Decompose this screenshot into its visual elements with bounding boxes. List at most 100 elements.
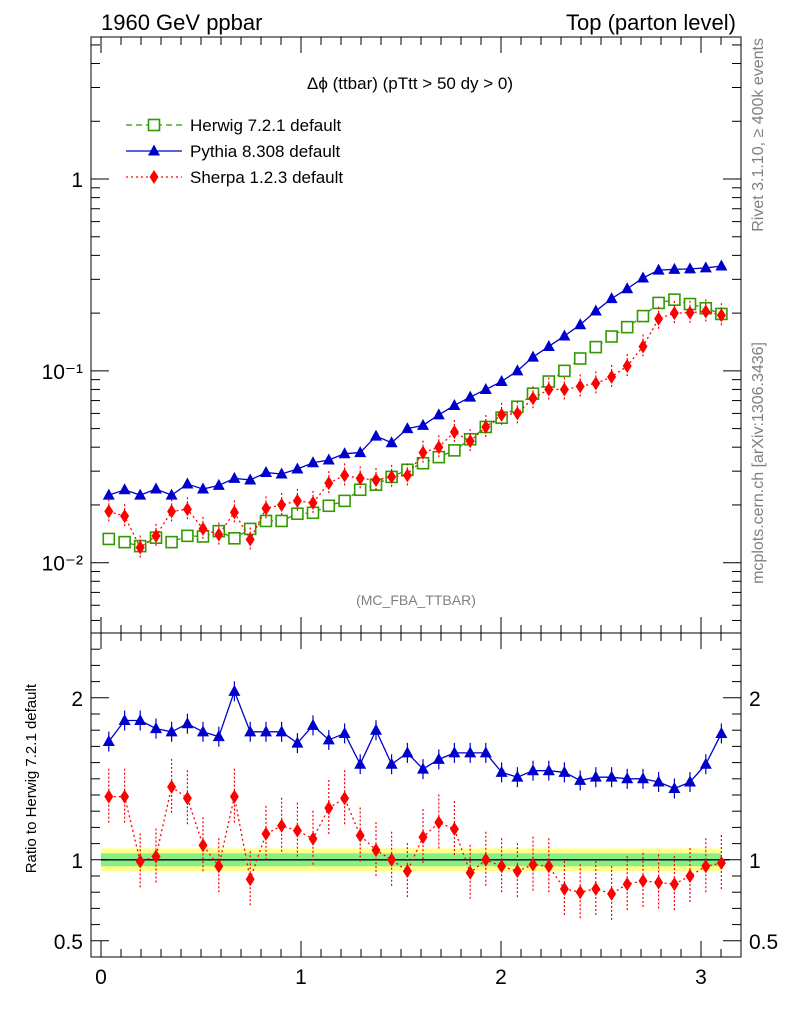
data-point bbox=[432, 752, 445, 764]
data-point bbox=[417, 418, 429, 430]
xtick-label: 1 bbox=[295, 966, 307, 989]
data-point bbox=[481, 419, 491, 434]
rivet-label: Rivet 3.1.10, ≥ 400k events bbox=[750, 38, 767, 232]
ratio-ylabel: Ratio to Herwig 7.2.1 default bbox=[23, 683, 40, 873]
data-point bbox=[668, 262, 681, 274]
main-ytick-label: 10⁻² bbox=[42, 553, 83, 576]
main-ytick-label: 10⁻¹ bbox=[42, 361, 83, 384]
data-point bbox=[559, 881, 569, 896]
data-point bbox=[214, 859, 224, 874]
data-point bbox=[371, 843, 381, 858]
data-point bbox=[699, 757, 712, 769]
legend-marker bbox=[149, 170, 159, 184]
data-point bbox=[102, 735, 115, 747]
data-point bbox=[214, 527, 224, 542]
header-right: Top (parton level) bbox=[566, 10, 736, 35]
data-point bbox=[275, 725, 288, 737]
data-point bbox=[621, 282, 634, 294]
data-point bbox=[104, 504, 114, 519]
data-point bbox=[354, 446, 367, 458]
data-point bbox=[495, 765, 508, 777]
data-point bbox=[340, 468, 350, 483]
plot-title: Δϕ (ttbar) (pTtt > 50 dy > 0) bbox=[307, 74, 513, 93]
series-line bbox=[108, 299, 722, 547]
data-point bbox=[291, 507, 304, 521]
data-point bbox=[654, 311, 664, 326]
data-point bbox=[340, 791, 350, 806]
data-point bbox=[591, 376, 601, 391]
data-point bbox=[542, 764, 555, 776]
series-line bbox=[108, 310, 722, 549]
data-point bbox=[589, 304, 602, 316]
data-point bbox=[402, 468, 412, 483]
data-point bbox=[401, 422, 414, 434]
data-point bbox=[182, 502, 192, 517]
data-point bbox=[511, 364, 524, 376]
data-point bbox=[118, 483, 131, 495]
data-point bbox=[638, 339, 648, 354]
data-point bbox=[244, 473, 257, 485]
main-panel: 10⁻²10⁻¹1 Δϕ (ttbar) (pTtt > 50 dy > 0) … bbox=[42, 36, 742, 634]
data-point bbox=[228, 684, 241, 696]
ratio-series bbox=[102, 681, 728, 922]
data-point bbox=[479, 382, 492, 394]
data-point bbox=[292, 823, 302, 838]
data-point bbox=[575, 885, 585, 900]
data-point bbox=[181, 529, 194, 543]
data-point bbox=[652, 775, 665, 787]
ratio-ytick-label-right: 2 bbox=[749, 688, 761, 711]
data-point bbox=[229, 505, 239, 520]
xtick-label: 3 bbox=[695, 966, 707, 989]
data-point bbox=[244, 725, 257, 737]
data-point bbox=[260, 466, 272, 478]
data-point bbox=[165, 488, 178, 500]
data-point bbox=[275, 514, 288, 528]
data-point bbox=[275, 467, 288, 479]
data-point bbox=[245, 532, 255, 547]
series-filled-diamond bbox=[104, 299, 726, 560]
data-point bbox=[715, 259, 728, 271]
data-point bbox=[322, 733, 335, 745]
data-point bbox=[636, 309, 650, 323]
data-point bbox=[324, 476, 334, 491]
data-point bbox=[465, 434, 475, 449]
data-point bbox=[716, 308, 726, 323]
xtick-label: 0 bbox=[95, 966, 107, 989]
legend-label: Sherpa 1.2.3 default bbox=[190, 168, 343, 187]
data-point bbox=[434, 815, 444, 830]
data-point bbox=[150, 482, 162, 494]
data-point bbox=[165, 725, 178, 737]
data-point bbox=[277, 818, 287, 833]
series-filled-triangle bbox=[102, 259, 728, 500]
data-point bbox=[511, 770, 524, 782]
data-point bbox=[197, 482, 209, 494]
data-point bbox=[432, 408, 445, 420]
ratio-line bbox=[108, 689, 722, 790]
data-point bbox=[260, 725, 272, 737]
xtick-label: 2 bbox=[495, 966, 507, 989]
data-point bbox=[544, 382, 554, 397]
data-point bbox=[387, 852, 397, 867]
data-point bbox=[134, 488, 147, 500]
data-point bbox=[212, 730, 225, 742]
data-point bbox=[151, 528, 161, 543]
series-line bbox=[108, 265, 722, 496]
data-point bbox=[307, 456, 319, 468]
data-point bbox=[701, 859, 711, 874]
data-point bbox=[448, 398, 461, 410]
data-point bbox=[402, 864, 412, 879]
data-point bbox=[497, 859, 507, 874]
data-point bbox=[165, 535, 178, 549]
data-point bbox=[699, 261, 712, 273]
data-point bbox=[716, 856, 726, 871]
data-point bbox=[338, 447, 351, 459]
data-point bbox=[448, 444, 461, 457]
data-point bbox=[292, 493, 302, 508]
data-point bbox=[638, 873, 648, 888]
data-point bbox=[212, 478, 225, 490]
data-point bbox=[669, 306, 679, 321]
ratio-panel: 0.5 0.5 1 1 2 2 0 1 2 3 Ratio to Herwig 7.2.1 def… bbox=[23, 632, 778, 989]
data-point bbox=[591, 881, 601, 896]
data-point bbox=[495, 375, 508, 387]
ratio-ytick-label: 2 bbox=[71, 688, 83, 711]
